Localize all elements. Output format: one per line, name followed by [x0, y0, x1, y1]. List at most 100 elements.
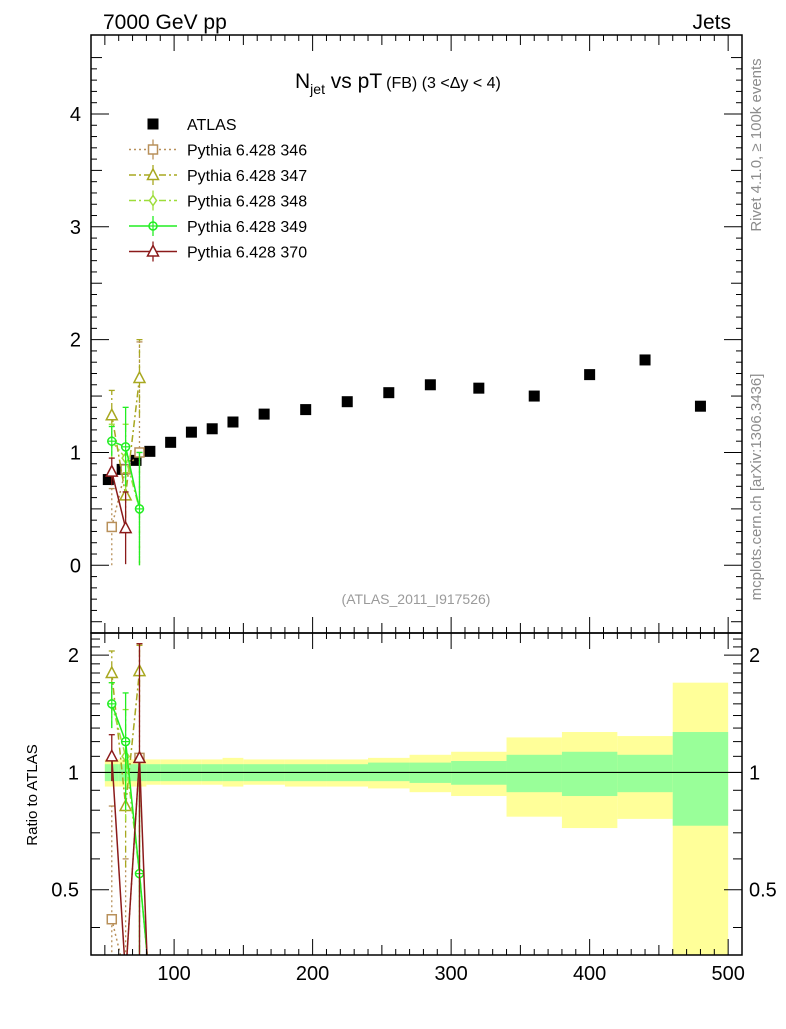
top-series-0-point [300, 404, 312, 416]
chart-title: Njet vs pT (FB) (3 <Δy < 4) [295, 70, 501, 97]
top-series-0-point [584, 369, 596, 381]
title-main: N [295, 70, 310, 93]
legend-entry-2: Pythia 6.428 347 [129, 165, 307, 185]
ratio-series-2-point [146, 971, 153, 981]
top-series-0-point [130, 454, 142, 466]
ratio-series-0-point [121, 972, 130, 981]
y-tick-label: 2 [70, 330, 81, 352]
top-series-0-point [383, 387, 395, 399]
legend-marker-4 [148, 221, 158, 231]
ratio-series-4-line [111, 756, 148, 955]
y-tick-label: 3 [70, 217, 81, 239]
ratio-y-tick-label-right: 2 [749, 645, 760, 667]
top-series-0-point [258, 408, 270, 420]
band-yellow-17 [672, 682, 729, 955]
mcplots-label: mcplots.cern.ch [arXiv:1306.3436] [748, 374, 765, 601]
top-series-0-point [102, 474, 114, 486]
x-tick-label: 200 [296, 963, 329, 985]
legend: ATLAS Pythia 6.428 346 Pythia 6.428 347 Pyt… [129, 117, 307, 262]
y-tick-label: 0 [70, 555, 81, 577]
ratio-series-4-point [120, 970, 131, 981]
top-series-4-point [107, 436, 117, 446]
top-series-4-point [134, 504, 145, 514]
top-series-0-point [424, 379, 436, 391]
title-small: (FB) (3 <Δy < 4) [386, 75, 501, 92]
header-left: 7000 GeV pp [103, 11, 227, 34]
x-tick-label: 500 [711, 963, 744, 985]
x-tick-label: 400 [573, 963, 606, 985]
rivet-label: Rivet 4.1.0, ≥ 100k events [748, 58, 765, 231]
band-green-16 [617, 754, 673, 793]
top-series-0-point [473, 382, 485, 394]
top-series-5-point [105, 464, 119, 477]
legend-entry-0: ATLAS [147, 117, 237, 134]
legend-label-5: Pythia 6.428 370 [187, 245, 307, 262]
top-series-1-point [106, 521, 118, 533]
legend-marker-3 [148, 194, 158, 207]
ratio-y-tick-label-right: 0.5 [749, 880, 777, 902]
top-series-4 [107, 406, 145, 566]
top-series-0-point [185, 426, 197, 438]
ratio-series-3-point [107, 699, 117, 709]
top-series-0-point [144, 445, 156, 457]
legend-entry-1: Pythia 6.428 346 [129, 139, 307, 160]
top-series-4-point [120, 442, 131, 452]
ratio-ylabel: Ratio to ATLAS [24, 744, 41, 845]
top-series-0-point [227, 416, 239, 428]
ratio-series-0-point [106, 913, 118, 925]
ratio-series-1-point [105, 665, 119, 679]
ratio-series-3-point [145, 972, 153, 980]
top-series-0-point [206, 423, 218, 435]
legend-marker-1 [147, 144, 159, 155]
legend-label-0: ATLAS [187, 117, 237, 134]
band-green-15 [561, 751, 618, 797]
ratio-plot: 0.5 0.5 1 1 2 2 100 200 300 400 500 Ratio to ATLAS [24, 632, 777, 985]
band-green-14 [506, 754, 562, 793]
legend-label-2: Pythia 6.428 347 [187, 168, 307, 185]
legend-entry-5: Pythia 6.428 370 [129, 241, 307, 262]
legend-marker-2 [146, 167, 160, 181]
analysis-watermark: (ATLAS_2011_I917526) [342, 591, 491, 607]
ratio-series-4-point [105, 748, 119, 762]
ratio-y-tick-label: 1 [68, 762, 79, 784]
legend-label-3: Pythia 6.428 348 [187, 194, 307, 211]
x-tick-label: 300 [434, 963, 467, 985]
ratio-series-4-point [132, 750, 147, 764]
ratio-series-3 [107, 682, 153, 980]
ratio-y-tick-label: 0.5 [51, 880, 79, 902]
ratio-series-3-line [111, 703, 148, 955]
lower-frame [90, 632, 743, 956]
top-series-5-point [118, 520, 133, 534]
ratio-series-3-point-ring [145, 972, 153, 980]
ratio-y-tick-label-right: 1 [749, 762, 760, 784]
ratio-series-4-point [142, 970, 153, 981]
legend-marker-0 [147, 118, 159, 130]
band-green-17 [672, 732, 729, 826]
top-series-0-point [694, 400, 706, 412]
top-series-0-point [165, 436, 177, 448]
title-vs: vs pT [325, 70, 382, 93]
x-tick-label: 100 [157, 963, 190, 985]
legend-entry-3: Pythia 6.428 348 [129, 190, 307, 211]
top-series-2-point [132, 370, 147, 384]
top-series-5 [105, 457, 133, 565]
legend-label-1: Pythia 6.428 346 [187, 143, 307, 160]
legend-marker-5 [146, 243, 160, 257]
ratio-y-tick-label: 2 [68, 645, 79, 667]
y-tick-label: 1 [70, 442, 81, 464]
top-series-0-point [639, 354, 651, 366]
main-plot: 0 1 2 3 4 Njet vs pT (FB) (3 <Δy < 4) (ATLAS_… [70, 34, 743, 634]
legend-label-4: Pythia 6.428 349 [187, 219, 307, 236]
ratio-series-3-point [120, 736, 131, 747]
top-series-0 [102, 354, 706, 486]
ratio-series-2 [107, 682, 153, 981]
title-subscript: jet [309, 81, 325, 97]
legend-entry-4: Pythia 6.428 349 [129, 216, 307, 236]
ratio-series-4 [105, 643, 153, 981]
top-series-2-point [105, 407, 119, 421]
header-right: Jets [692, 11, 731, 34]
top-series-0-point [528, 390, 540, 402]
top-series-5-line [111, 471, 127, 529]
top-series-0-point [341, 396, 353, 408]
